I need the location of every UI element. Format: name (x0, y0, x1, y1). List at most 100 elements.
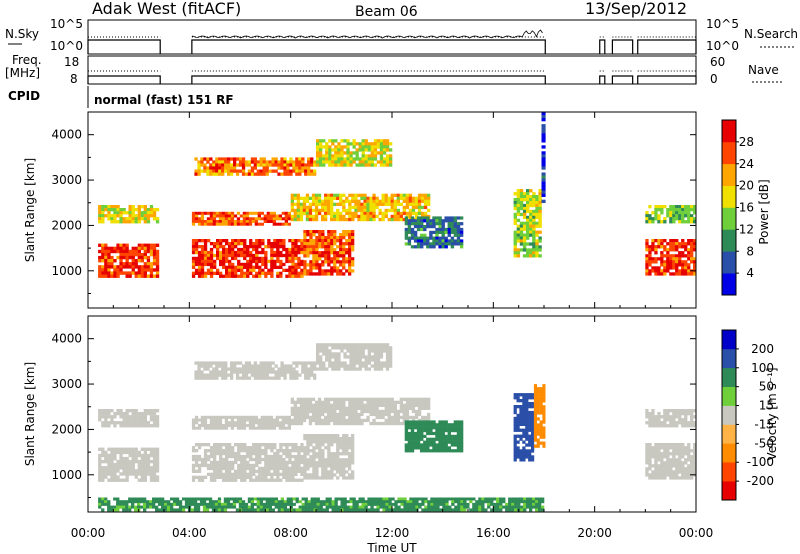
heatmap-cell (200, 460, 205, 465)
heatmap-cell (349, 500, 353, 504)
heatmap-cell (143, 205, 147, 209)
heatmap-cell (687, 217, 691, 221)
heatmap-cell (358, 157, 362, 161)
heatmap-cell (645, 257, 649, 261)
heatmap-cell (314, 193, 319, 197)
heatmap-cell (221, 211, 226, 215)
heatmap-cell (101, 211, 105, 215)
heatmap-cell (239, 418, 244, 422)
heatmap-cell (286, 163, 290, 167)
heatmap-cell (213, 242, 217, 246)
heatmap-cell (358, 352, 362, 356)
heatmap-cell (137, 243, 141, 247)
heatmap-cell (297, 262, 301, 267)
heatmap-cell (438, 219, 442, 223)
heatmap-cell (104, 459, 108, 464)
heatmap-cell (360, 403, 364, 407)
heatmap-cell (654, 239, 658, 243)
heatmap-cell (200, 443, 205, 447)
heatmap-cell (533, 420, 537, 424)
heatmap-cell (221, 163, 225, 167)
heatmap-cell (235, 500, 240, 504)
heatmap-cell (522, 446, 526, 450)
heatmap-cell (405, 205, 410, 210)
heatmap-cell (302, 400, 307, 404)
heatmap-cell (228, 268, 232, 272)
heatmap-cell (417, 208, 422, 213)
heatmap-cell (107, 268, 111, 272)
heatmap-cell (267, 242, 271, 246)
heatmap-cell (137, 214, 141, 218)
heatmap-cell (327, 230, 331, 234)
heatmap-cell (389, 148, 393, 152)
heatmap-cell (678, 257, 682, 261)
heatmap-cell (672, 254, 676, 258)
heatmap-cell (119, 453, 123, 458)
heatmap-cell (413, 420, 418, 424)
heatmap-cell (666, 251, 670, 255)
heatmap-cell (321, 458, 325, 462)
heatmap-cell (447, 426, 451, 430)
heatmap-cell (258, 443, 262, 447)
heatmap-cell (292, 370, 296, 374)
heatmap-cell (423, 415, 428, 420)
heatmap-cell (137, 211, 141, 215)
heatmap-cell (536, 387, 540, 391)
heatmap-cell (146, 500, 150, 504)
heatmap-cell (385, 358, 390, 362)
heatmap-cell (155, 217, 160, 221)
heatmap-cell (269, 421, 273, 425)
heatmap-cell (219, 446, 223, 450)
heatmap-cell (297, 265, 301, 269)
heatmap-cell (352, 505, 356, 509)
heatmap-cell (283, 508, 287, 512)
heatmap-cell (110, 415, 114, 419)
heatmap-cell (270, 446, 274, 450)
heatmap-cell (651, 242, 655, 246)
heatmap-cell (285, 443, 289, 447)
heatmap-cell (236, 222, 241, 226)
heatmap-cell (334, 151, 338, 155)
heatmap-cell (272, 421, 276, 425)
heatmap-cell (657, 266, 661, 270)
heatmap-cell (143, 409, 147, 413)
heatmap-cell (289, 364, 293, 368)
heatmap-cell (429, 431, 433, 436)
heatmap-cell (305, 400, 310, 404)
heatmap-cell (539, 429, 543, 433)
heatmap-cell (315, 242, 319, 246)
heatmap-cell (416, 420, 421, 424)
heatmap-cell (330, 415, 334, 420)
heatmap-cell (532, 203, 536, 208)
heatmap-cell (334, 500, 338, 504)
heatmap-cell (376, 139, 381, 143)
heatmap-cell (324, 461, 328, 465)
heatmap-cell (279, 239, 283, 243)
heatmap-cell (243, 250, 247, 255)
heatmap-cell (525, 449, 529, 453)
heatmap-cell (296, 196, 300, 200)
heatmap-cell (253, 502, 257, 506)
heatmap-cell (303, 272, 307, 276)
heatmap-cell (259, 157, 263, 161)
heatmap-cell (227, 217, 232, 221)
heatmap-cell (516, 425, 520, 429)
heatmap-cell (438, 239, 442, 243)
heatmap-cell (155, 418, 160, 422)
heatmap-cell (373, 500, 377, 504)
heatmap-cell (262, 376, 266, 380)
heatmap-cell (216, 271, 220, 275)
heatmap-cell (128, 214, 132, 218)
heatmap-cell (240, 274, 244, 278)
heatmap-cell (539, 411, 543, 415)
heatmap-cell (312, 461, 316, 465)
heatmap-cell (208, 505, 213, 509)
heatmap-cell (342, 205, 346, 210)
heatmap-cell (663, 266, 667, 270)
heatmap-cell (687, 205, 691, 209)
heatmap-cell (314, 196, 319, 200)
heatmap-cell (137, 469, 141, 473)
heatmap-cell (324, 205, 328, 210)
heatmap-cell (513, 440, 517, 444)
